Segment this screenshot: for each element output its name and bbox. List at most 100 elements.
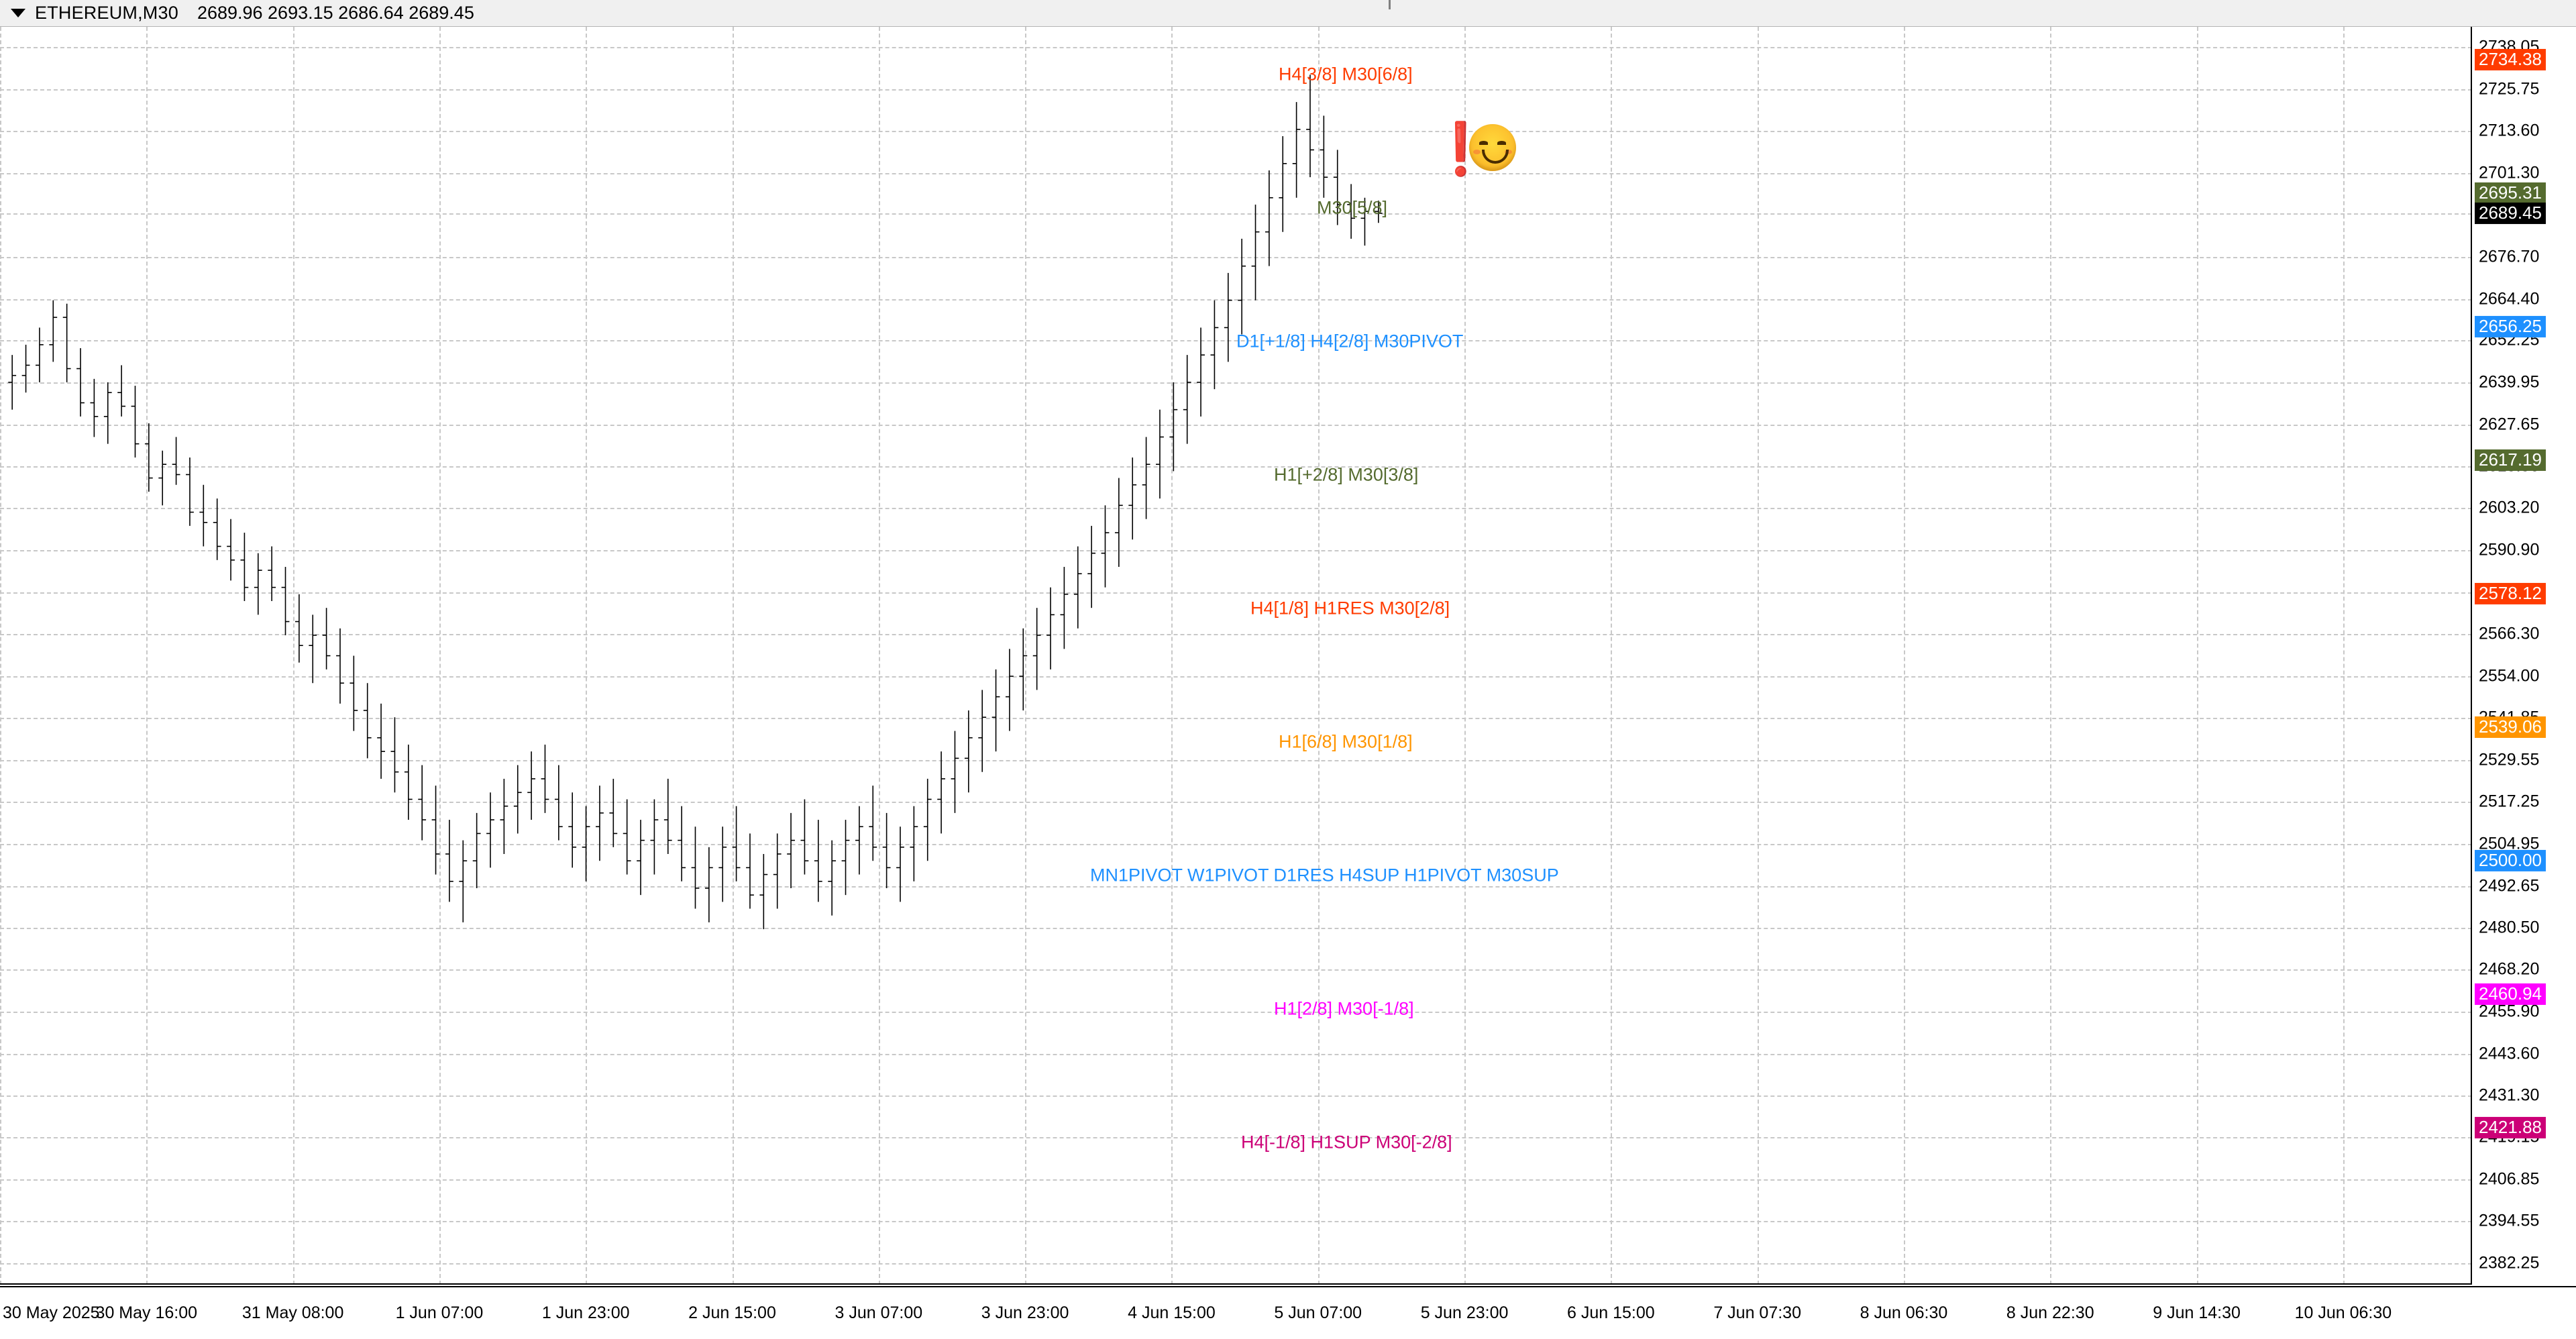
gridline-vertical (1611, 27, 1613, 1283)
gridline-vertical (1318, 27, 1320, 1283)
level-line-label: H1[+2/8] M30[3/8] (1274, 464, 1419, 485)
symbol-timeframe-label: ETHEREUM,M30 (35, 3, 178, 23)
emoji-mouth (1482, 150, 1509, 164)
level-badge[interactable]: 2421.88 (2475, 1117, 2546, 1139)
price-axis-tick: 2492.65 (2479, 876, 2540, 896)
chart-scroll-marker[interactable] (1389, 0, 1391, 9)
price-axis-tick: 2627.65 (2479, 415, 2540, 434)
time-axis-tick: 8 Jun 06:30 (1860, 1303, 1948, 1322)
level-badge[interactable]: 2734.38 (2475, 48, 2546, 71)
price-axis-tick: 2431.30 (2479, 1085, 2540, 1105)
chart-title-bar: ETHEREUM,M30 2689.96 2693.15 2686.64 268… (0, 0, 2576, 27)
gridline-vertical (1464, 27, 1466, 1283)
level-line-label: D1[+1/8] H4[2/8] M30PIVOT (1236, 331, 1464, 352)
gridline-vertical (439, 27, 441, 1283)
gridline-horizontal (0, 1137, 2471, 1139)
gridline-horizontal (0, 843, 2471, 845)
price-axis-tick: 2504.95 (2479, 834, 2540, 853)
gridline-horizontal (0, 634, 2471, 636)
price-axis-tick: 2443.60 (2479, 1044, 2540, 1063)
time-axis-tick: 9 Jun 14:30 (2153, 1303, 2241, 1322)
price-axis-tick: 2517.25 (2479, 792, 2540, 811)
time-axis-tick: 10 Jun 06:30 (2294, 1303, 2392, 1322)
time-axis[interactable]: 30 May 2025 30 May 16:00 31 May 08:00 1 Jun… (0, 1286, 2576, 1339)
chevron-down-icon[interactable] (11, 9, 25, 17)
gridline-vertical (2050, 27, 2052, 1283)
gridline-horizontal (0, 130, 2471, 132)
price-axis-tick: 2639.95 (2479, 372, 2540, 392)
gridline-horizontal (0, 927, 2471, 929)
price-axis[interactable]: 2738.052725.752713.602701.302689.452676.… (2473, 27, 2576, 1285)
gridline-horizontal (0, 1095, 2471, 1097)
gridline-horizontal (0, 340, 2471, 342)
time-axis-tick: 2 Jun 15:00 (688, 1303, 776, 1322)
price-axis-tick: 2725.75 (2479, 79, 2540, 99)
time-axis-tick: 4 Jun 15:00 (1128, 1303, 1216, 1322)
gridline-horizontal (0, 969, 2471, 971)
gridline-horizontal (0, 886, 2471, 888)
gridline-vertical (1171, 27, 1173, 1283)
gridline-vertical (732, 27, 734, 1283)
time-axis-tick: 30 May 16:00 (95, 1303, 198, 1322)
level-line-label: M30[5/8] (1317, 197, 1388, 218)
level-line-label: MN1PIVOT W1PIVOT D1RES H4SUP H1PIVOT M30… (1090, 865, 1559, 886)
gridline-horizontal (0, 299, 2471, 301)
gridline-vertical (586, 27, 588, 1283)
time-axis-tick: 8 Jun 22:30 (2006, 1303, 2094, 1322)
level-badge[interactable]: 2539.06 (2475, 716, 2546, 739)
time-axis-tick: 1 Jun 07:00 (395, 1303, 484, 1322)
chart-plot-area[interactable]: H4[3/8] M30[6/8] M30[5/8] D1[+1/8] H4[2/8]… (0, 27, 2472, 1285)
gridline-vertical (146, 27, 148, 1283)
gridline-horizontal (0, 424, 2471, 426)
level-line-label: H4[1/8] H1RES M30[2/8] (1250, 598, 1450, 619)
emoji-right-eye (1497, 141, 1506, 145)
gridline-vertical (0, 27, 1, 1283)
price-axis-tick: 2382.25 (2479, 1253, 2540, 1273)
gridline-vertical (878, 27, 880, 1283)
gridline-horizontal (0, 466, 2471, 468)
price-axis-tick: 2701.30 (2479, 163, 2540, 182)
time-axis-tick: 31 May 08:00 (241, 1303, 344, 1322)
smiling-face-emoji-annotation (1469, 124, 1516, 171)
emoji-left-blush (1473, 150, 1481, 154)
gridline-vertical (1903, 27, 1905, 1283)
level-badge[interactable]: 2460.94 (2475, 983, 2546, 1006)
price-axis-tick: 2590.90 (2479, 540, 2540, 559)
candlestick-series (8, 74, 1383, 930)
price-axis-tick: 2406.85 (2479, 1169, 2540, 1189)
emoji-left-eye (1479, 141, 1488, 145)
gridline-vertical (292, 27, 294, 1283)
gridline-horizontal (0, 676, 2471, 678)
time-axis-tick: 3 Jun 07:00 (835, 1303, 923, 1322)
level-badge[interactable]: 2695.31 (2475, 182, 2546, 205)
level-badge[interactable]: 2617.19 (2475, 449, 2546, 472)
gridline-horizontal (0, 172, 2471, 174)
gridline-horizontal (0, 1179, 2471, 1181)
last-price-badge[interactable]: 2689.45 (2475, 202, 2546, 224)
ohlc-values-label: 2689.96 2693.15 2686.64 2689.45 (197, 3, 474, 23)
price-axis-tick: 2529.55 (2479, 750, 2540, 769)
price-axis-tick: 2676.70 (2479, 247, 2540, 266)
gridline-horizontal (0, 802, 2471, 804)
gridline-horizontal (0, 1011, 2471, 1013)
gridline-horizontal (0, 213, 2471, 215)
gridline-horizontal (0, 1053, 2471, 1055)
gridline-horizontal (0, 550, 2471, 552)
level-badge[interactable]: 2500.00 (2475, 850, 2546, 872)
gridline-horizontal (0, 592, 2471, 594)
gridline-horizontal (0, 382, 2471, 384)
level-badge[interactable]: 2656.25 (2475, 316, 2546, 338)
time-axis-tick: 5 Jun 23:00 (1420, 1303, 1509, 1322)
level-badge[interactable]: 2578.12 (2475, 583, 2546, 605)
price-axis-tick: 2394.55 (2479, 1211, 2540, 1230)
time-axis-tick: 1 Jun 23:00 (541, 1303, 630, 1322)
gridline-horizontal (0, 89, 2471, 91)
price-axis-tick: 2480.50 (2479, 918, 2540, 937)
level-line-label: H1[6/8] M30[1/8] (1279, 731, 1413, 752)
gridline-horizontal (0, 256, 2471, 258)
chart-plot-inner: H4[3/8] M30[6/8] M30[5/8] D1[+1/8] H4[2/8]… (0, 27, 2471, 1283)
price-axis-tick: 2664.40 (2479, 289, 2540, 309)
price-axis-tick: 2566.30 (2479, 624, 2540, 643)
level-line-label: H4[3/8] M30[6/8] (1279, 64, 1413, 85)
